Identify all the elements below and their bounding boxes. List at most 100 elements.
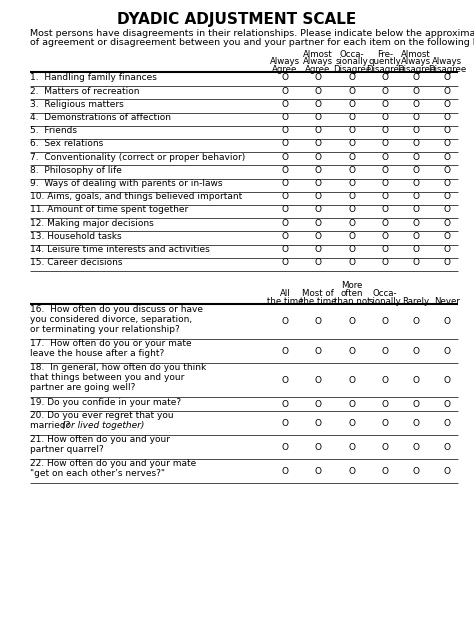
- Text: O: O: [382, 205, 389, 214]
- Text: 6.  Sex relations: 6. Sex relations: [30, 140, 103, 149]
- Text: Almost: Almost: [401, 50, 431, 59]
- Text: O: O: [348, 179, 356, 188]
- Text: O: O: [412, 400, 419, 409]
- Text: 2.  Matters of recreation: 2. Matters of recreation: [30, 87, 139, 95]
- Text: O: O: [382, 258, 389, 267]
- Text: often: often: [341, 289, 363, 298]
- Text: O: O: [282, 100, 289, 109]
- Text: O: O: [282, 317, 289, 326]
- Text: Agree: Agree: [272, 65, 298, 74]
- Text: O: O: [282, 245, 289, 254]
- Text: O: O: [412, 245, 419, 254]
- Text: O: O: [315, 317, 321, 326]
- Text: O: O: [444, 466, 450, 475]
- Text: 4.  Demonstrations of affection: 4. Demonstrations of affection: [30, 113, 171, 122]
- Text: O: O: [412, 87, 419, 95]
- Text: 15. Career decisions: 15. Career decisions: [30, 258, 122, 267]
- Text: O: O: [282, 192, 289, 202]
- Text: 10. Aims, goals, and things believed important: 10. Aims, goals, and things believed imp…: [30, 192, 242, 202]
- Text: O: O: [412, 100, 419, 109]
- Text: O: O: [382, 232, 389, 241]
- Text: O: O: [282, 126, 289, 135]
- Text: O: O: [315, 126, 321, 135]
- Text: O: O: [348, 466, 356, 475]
- Text: 14. Leisure time interests and activities: 14. Leisure time interests and activitie…: [30, 245, 210, 254]
- Text: Rarely: Rarely: [402, 296, 429, 305]
- Text: O: O: [282, 205, 289, 214]
- Text: O: O: [382, 466, 389, 475]
- Text: O: O: [412, 192, 419, 202]
- Text: the time: the time: [300, 296, 336, 305]
- Text: O: O: [382, 153, 389, 162]
- Text: 19. Do you confide in your mate?: 19. Do you confide in your mate?: [30, 398, 181, 407]
- Text: O: O: [412, 140, 419, 149]
- Text: O: O: [315, 73, 321, 83]
- Text: O: O: [348, 442, 356, 451]
- Text: O: O: [348, 232, 356, 241]
- Text: O: O: [444, 87, 450, 95]
- Text: Never: Never: [434, 296, 460, 305]
- Text: O: O: [315, 205, 321, 214]
- Text: O: O: [444, 166, 450, 175]
- Text: O: O: [444, 442, 450, 451]
- Text: O: O: [444, 73, 450, 83]
- Text: O: O: [382, 418, 389, 427]
- Text: O: O: [382, 179, 389, 188]
- Text: (or lived together): (or lived together): [62, 422, 144, 430]
- Text: 9.  Ways of dealing with parents or in-laws: 9. Ways of dealing with parents or in-la…: [30, 179, 222, 188]
- Text: O: O: [412, 418, 419, 427]
- Text: 18.  In general, how often do you think: 18. In general, how often do you think: [30, 363, 206, 372]
- Text: O: O: [412, 205, 419, 214]
- Text: O: O: [382, 140, 389, 149]
- Text: O: O: [382, 442, 389, 451]
- Text: O: O: [282, 166, 289, 175]
- Text: O: O: [382, 245, 389, 254]
- Text: O: O: [382, 73, 389, 83]
- Text: that things between you and your: that things between you and your: [30, 374, 184, 382]
- Text: Disagree: Disagree: [366, 65, 404, 74]
- Text: O: O: [382, 192, 389, 202]
- Text: O: O: [382, 219, 389, 228]
- Text: partner are going well?: partner are going well?: [30, 384, 136, 392]
- Text: O: O: [315, 153, 321, 162]
- Text: O: O: [348, 100, 356, 109]
- Text: O: O: [348, 418, 356, 427]
- Text: O: O: [382, 100, 389, 109]
- Text: O: O: [412, 73, 419, 83]
- Text: O: O: [412, 376, 419, 385]
- Text: O: O: [412, 232, 419, 241]
- Text: of agreement or disagreement between you and your partner for each item on the f: of agreement or disagreement between you…: [30, 38, 474, 47]
- Text: O: O: [315, 166, 321, 175]
- Text: 22. How often do you and your mate: 22. How often do you and your mate: [30, 459, 196, 468]
- Text: O: O: [412, 466, 419, 475]
- Text: O: O: [282, 376, 289, 385]
- Text: Disagree: Disagree: [428, 65, 466, 74]
- Text: O: O: [348, 73, 356, 83]
- Text: Always: Always: [303, 58, 333, 66]
- Text: O: O: [348, 126, 356, 135]
- Text: the time: the time: [267, 296, 303, 305]
- Text: O: O: [282, 418, 289, 427]
- Text: Always: Always: [270, 58, 300, 66]
- Text: 8.  Philosophy of life: 8. Philosophy of life: [30, 166, 122, 175]
- Text: O: O: [282, 219, 289, 228]
- Text: Most of: Most of: [302, 289, 334, 298]
- Text: O: O: [282, 466, 289, 475]
- Text: O: O: [315, 346, 321, 355]
- Text: O: O: [348, 346, 356, 355]
- Text: O: O: [382, 126, 389, 135]
- Text: O: O: [282, 232, 289, 241]
- Text: Occa-: Occa-: [373, 289, 397, 298]
- Text: More: More: [341, 281, 363, 291]
- Text: O: O: [444, 219, 450, 228]
- Text: O: O: [315, 400, 321, 409]
- Text: O: O: [348, 245, 356, 254]
- Text: O: O: [348, 140, 356, 149]
- Text: O: O: [382, 166, 389, 175]
- Text: Disagree: Disagree: [397, 65, 435, 74]
- Text: 20. Do you ever regret that you: 20. Do you ever regret that you: [30, 411, 173, 420]
- Text: Most persons have disagreements in their relationships. Please indicate below th: Most persons have disagreements in their…: [30, 29, 474, 38]
- Text: 21. How often do you and your: 21. How often do you and your: [30, 435, 170, 444]
- Text: 13. Household tasks: 13. Household tasks: [30, 232, 122, 241]
- Text: O: O: [382, 400, 389, 409]
